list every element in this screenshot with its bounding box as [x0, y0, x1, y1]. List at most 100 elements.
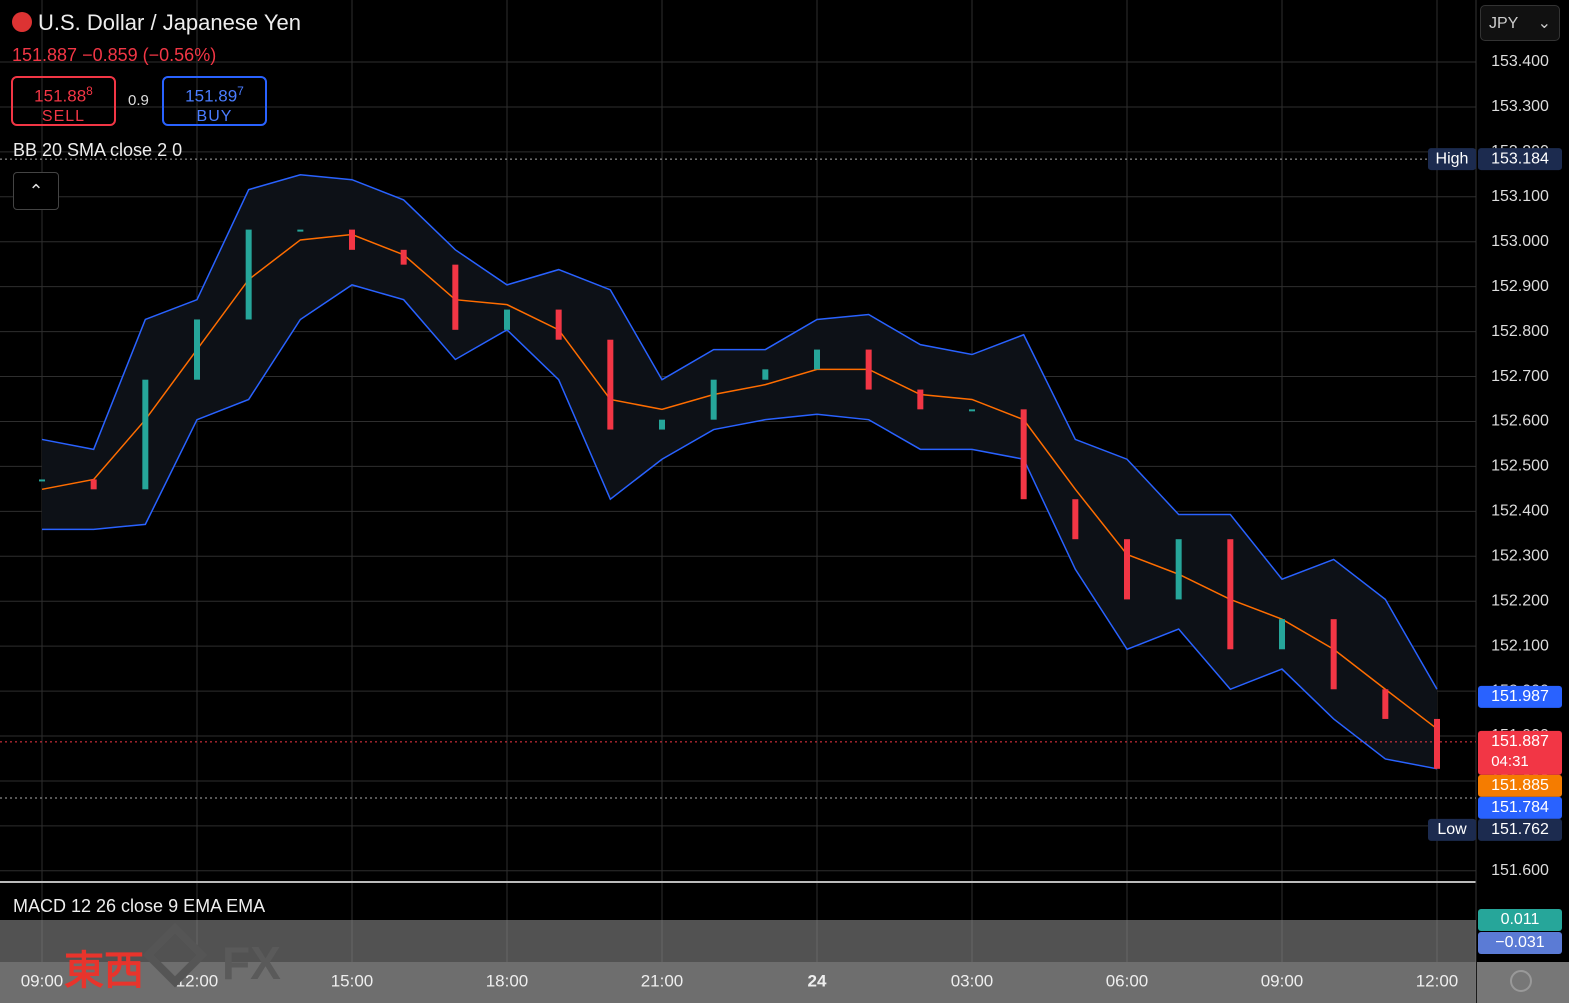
- title-text: U.S. Dollar / Japanese Yen: [38, 10, 301, 35]
- price-label: 151.987: [1491, 688, 1549, 705]
- dropdown-arrow: ⌄: [1537, 15, 1551, 32]
- change: −0.859 (−0.56%): [82, 45, 217, 65]
- candle: [39, 479, 45, 482]
- price-label-box: [1478, 148, 1562, 171]
- flag-icon: [12, 12, 32, 32]
- watermark-fx: FX: [222, 937, 281, 989]
- candle: [555, 309, 562, 340]
- candle: [865, 349, 872, 390]
- y-tick-label: 153.100: [1491, 188, 1549, 205]
- candle: [1382, 689, 1389, 719]
- candle: [349, 229, 355, 250]
- currency: JPY: [1489, 15, 1519, 32]
- time-axis: [0, 962, 1476, 1003]
- y-tick-label: 152.600: [1491, 413, 1549, 430]
- sell-label: SELL: [41, 107, 86, 125]
- tag-box: [1428, 148, 1476, 171]
- y-tick-label: 152.300: [1491, 547, 1549, 564]
- macd-value: −0.031: [1478, 932, 1562, 954]
- price-label-box: [1478, 685, 1562, 708]
- sell-price: 151.88: [34, 86, 87, 106]
- buy-button[interactable]: 151.897 BUY: [162, 76, 267, 126]
- candle: [194, 319, 200, 380]
- candle: [1330, 619, 1337, 690]
- price-label: 153.184: [1491, 150, 1549, 167]
- x-tick-label: 09:00: [21, 971, 64, 990]
- price-label-box: [1478, 796, 1562, 819]
- candle: [814, 349, 820, 370]
- candle: [1072, 499, 1079, 540]
- candle: [762, 369, 769, 380]
- y-tick-label: 152.900: [1491, 278, 1549, 295]
- candle: [245, 229, 252, 320]
- x-tick-label: 15:00: [331, 971, 374, 990]
- countdown: 04:31: [1491, 753, 1529, 770]
- last-price: 151.887: [12, 45, 78, 65]
- candle: [452, 264, 459, 330]
- price-label: 151.784: [1491, 799, 1549, 816]
- settings-icon[interactable]: [1510, 970, 1532, 992]
- candle: [90, 479, 97, 490]
- macd-value: 0.011: [1478, 909, 1562, 931]
- y-tick-label: 152.400: [1491, 503, 1549, 520]
- y-tick-label: 152.500: [1491, 458, 1549, 475]
- candle: [1175, 539, 1182, 600]
- bollinger-line: [41, 233, 1438, 730]
- y-tick-label: 153.300: [1491, 98, 1549, 115]
- candle: [607, 339, 614, 430]
- y-tick-label: 152.700: [1491, 368, 1549, 385]
- x-tick-label: 24: [808, 971, 827, 990]
- y-tick-label: 152.800: [1491, 323, 1549, 340]
- spread: 0.9: [128, 92, 149, 109]
- currency-select[interactable]: JPY ⌄: [1480, 5, 1560, 41]
- y-tick-label: 151.600: [1491, 862, 1549, 879]
- candle: [1227, 539, 1234, 650]
- candle: [659, 419, 665, 430]
- buy-pip: 7: [237, 84, 244, 98]
- sell-button[interactable]: 151.888 SELL: [11, 76, 116, 126]
- candle: [710, 379, 717, 420]
- tag-label: Low: [1437, 821, 1467, 838]
- tag-box: [1428, 818, 1476, 841]
- price-label-box: [1478, 774, 1562, 797]
- collapse-button[interactable]: ⌃: [13, 172, 59, 210]
- price-label: 151.762: [1491, 821, 1549, 838]
- x-tick-label: 12:00: [176, 971, 219, 990]
- price-label: 151.885: [1491, 777, 1549, 794]
- candle: [142, 379, 149, 490]
- price-label: 151.887: [1491, 733, 1549, 750]
- candle: [297, 229, 304, 232]
- x-tick-label: 09:00: [1261, 971, 1304, 990]
- candle: [504, 309, 510, 330]
- bollinger-line: [41, 174, 1438, 690]
- y-tick-label: 153.400: [1491, 53, 1549, 70]
- x-tick-label: 21:00: [641, 971, 684, 990]
- candle: [917, 389, 924, 410]
- buy-label: BUY: [196, 107, 233, 125]
- price-label-box: [1478, 730, 1562, 775]
- candle: [1279, 619, 1285, 650]
- watermark-kanji: 東西: [64, 949, 144, 993]
- x-tick-label: 12:00: [1416, 971, 1459, 990]
- x-tick-label: 03:00: [951, 971, 994, 990]
- candle: [400, 249, 407, 265]
- y-tick-label: 153.000: [1491, 233, 1549, 250]
- buy-price: 151.89: [185, 86, 238, 106]
- candle: [969, 409, 975, 412]
- macd-legend: MACD 12 26 close 9 EMA EMA: [13, 896, 266, 916]
- indicator-legend: BB 20 SMA close 2 0: [13, 140, 183, 160]
- symbol-title: U.S. Dollar / Japanese Yen: [12, 10, 301, 36]
- candle: [1020, 409, 1027, 500]
- candle: [1124, 539, 1130, 600]
- tag-label: High: [1436, 150, 1469, 167]
- price-change: 151.887 −0.859 (−0.56%): [12, 45, 216, 66]
- x-tick-label: 06:00: [1106, 971, 1149, 990]
- candle: [1434, 718, 1440, 769]
- y-tick-label: 152.200: [1491, 592, 1549, 609]
- price-label-box: [1478, 818, 1562, 841]
- x-tick-label: 18:00: [486, 971, 529, 990]
- bollinger-line: [42, 284, 1438, 770]
- y-tick-label: 152.100: [1491, 637, 1549, 654]
